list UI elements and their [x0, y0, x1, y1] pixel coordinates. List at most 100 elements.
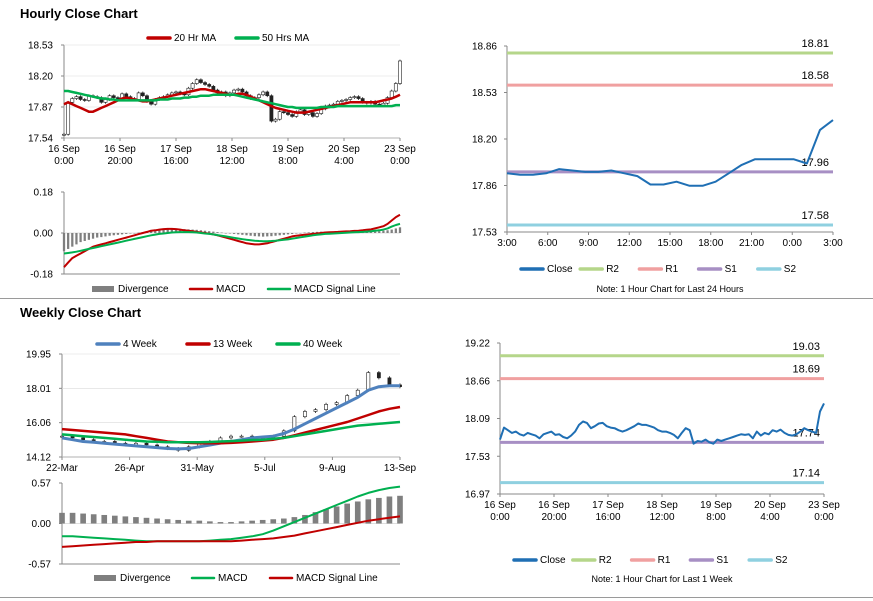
weekly-macd-divergence-bar	[111, 515, 118, 524]
hourly-price-xtick-label: 19 Sep	[272, 144, 304, 155]
hourly-price-candle-body	[310, 112, 315, 117]
weekly-levels-xtick-label: 16 Sep	[538, 500, 570, 511]
hourly-levels-ytick-label: 17.53	[472, 228, 497, 239]
weekly-price-legend-ma13-label: 13 Week	[213, 339, 253, 350]
hourly-levels-xtick-label: 6:00	[538, 238, 558, 249]
hourly-price-xtick-label: 8:00	[278, 156, 298, 167]
hourly-macd-divergence-bar	[261, 233, 265, 237]
hourly-macd-divergence-bar	[125, 233, 128, 234]
hourly-price-candle-body	[261, 91, 266, 96]
hourly-macd-divergence-bar	[253, 233, 256, 237]
weekly-levels-legend-r2-label: R2	[599, 555, 612, 566]
hourly-macd-divergence-bar	[174, 228, 178, 233]
hourly-price-candle-body	[286, 112, 290, 115]
hourly-macd-divergence-bar	[315, 231, 319, 233]
hourly-price-candle-body	[273, 118, 278, 122]
hourly-macd-divergence-bar	[91, 233, 95, 239]
section-divider	[0, 298, 873, 299]
hourly-macd-divergence-bar	[67, 233, 70, 249]
hourly-price-candle-body	[240, 88, 245, 93]
hourly-price-candle-body	[203, 82, 207, 85]
weekly-levels-xtick-label: 18 Sep	[646, 500, 678, 511]
hourly-macd-divergence-bar	[112, 233, 115, 236]
hourly-price-legend-ma20-label: 20 Hr MA	[174, 33, 217, 44]
weekly-macd-divergence-bar	[376, 497, 382, 524]
hourly-macd-divergence-bar	[257, 233, 261, 237]
weekly-macd-divergence-bar	[122, 516, 129, 524]
hourly-price-candle-body	[70, 98, 75, 103]
hourly-price-candle-body	[290, 114, 295, 117]
weekly-levels-ytick-label: 17.53	[465, 452, 490, 463]
weekly-levels-xtick-label: 23 Sep	[808, 500, 840, 511]
hourly-price-candle-body	[236, 88, 241, 91]
hourly-macd-divergence-bar	[133, 233, 136, 234]
weekly-price-xtick-label: 13-Sep	[384, 463, 417, 474]
hourly-macd-divergence-bar	[179, 228, 182, 233]
hourly-macd-divergence-bar	[390, 229, 393, 233]
hourly-macd-signal-line	[63, 222, 401, 255]
weekly-levels-note: Note: 1 Hour Chart for Last 1 Week	[592, 574, 733, 584]
weekly-macd-divergence-bar	[143, 517, 150, 524]
weekly-levels-level-r1-label: 18.69	[792, 364, 820, 376]
hourly-price-candle-body	[257, 94, 261, 98]
weekly-macd-divergence-bar	[280, 518, 287, 524]
weekly-macd-ytick-label: 0.57	[32, 479, 52, 490]
hourly-price-ytick-label: 18.53	[28, 41, 53, 52]
weekly-levels-legend-r1-label: R1	[658, 555, 671, 566]
hourly-macd-ytick-label: 0.00	[34, 229, 54, 240]
hourly-macd-legend-divergence-label: Divergence	[118, 284, 169, 295]
hourly-price-candle-body	[315, 113, 319, 117]
weekly-macd-ytick-label: 0.00	[32, 519, 52, 530]
hourly-macd-ytick-label: 0.18	[34, 188, 54, 199]
hourly-macd-macd-line	[63, 213, 401, 268]
hourly-levels-xtick-label: 21:00	[739, 238, 764, 249]
weekly-price-candle-body	[376, 372, 381, 379]
hourly-levels-legend-close-label: Close	[547, 264, 573, 275]
weekly-macd-divergence-bar	[175, 519, 182, 524]
hourly-price-candle-body	[340, 100, 344, 102]
weekly-macd-ytick-label: -0.57	[28, 560, 51, 571]
weekly-macd-divergence-bar	[386, 496, 393, 524]
hourly-macd-divergence-bar	[303, 232, 306, 234]
hourly-macd-legend-divergence-swatch	[92, 286, 114, 292]
weekly-price-candle-body	[144, 442, 149, 446]
hourly-macd-divergence-bar	[228, 233, 232, 234]
hourly-price-xtick-label: 20:00	[107, 156, 132, 167]
hourly-price-candle-body	[232, 89, 236, 94]
hourly-macd-legend-signal-label: MACD Signal Line	[294, 284, 376, 295]
weekly-macd-legend-macd-label: MACD	[218, 573, 247, 584]
hourly-price-candle-body	[124, 93, 129, 97]
hourly-macd-ytick-label: -0.18	[30, 270, 53, 281]
hourly-price-candle-body	[265, 91, 270, 97]
hourly-price-xtick-label: 17 Sep	[160, 144, 192, 155]
weekly-price-candle-body	[303, 411, 307, 418]
hourly-price-candle-body	[82, 99, 87, 101]
hourly-levels-close-line	[506, 119, 834, 187]
hourly-macd-divergence-bar	[170, 229, 173, 233]
hourly-macd-divergence-bar	[129, 233, 132, 234]
hourly-price-xtick-label: 12:00	[219, 156, 244, 167]
hourly-price-xtick-label: 16 Sep	[104, 144, 136, 155]
weekly-price-ytick-label: 14.12	[26, 453, 51, 464]
hourly-price-candle-body	[389, 90, 394, 98]
hourly-macd-divergence-bar	[282, 233, 285, 235]
weekly-macd-legend-divergence-swatch	[94, 575, 116, 581]
weekly-macd-divergence-bar	[312, 512, 319, 524]
hourly-macd-divergence-bar	[212, 231, 215, 233]
weekly-price-candle-body	[313, 409, 318, 412]
weekly-macd-divergence-bar	[196, 520, 203, 524]
hourly-price-candle-body	[174, 91, 178, 94]
hourly-macd-divergence-bar	[83, 233, 86, 241]
hourly-price-candle-body	[393, 83, 398, 92]
weekly-price-legend-ma40-label: 40 Week	[303, 339, 343, 350]
weekly-macd-divergence-bar	[238, 521, 245, 524]
hourly-macd-divergence-bar	[104, 233, 107, 237]
hourly-price-candle-body	[74, 96, 79, 99]
hourly-price-candle-body	[136, 92, 141, 100]
hourly-macd-divergence-bar	[394, 228, 397, 233]
hourly-levels-ytick-label: 18.20	[472, 135, 497, 146]
hourly-price-ytick-label: 17.54	[28, 134, 53, 145]
hourly-price-candle-body	[277, 111, 282, 120]
weekly-price-candle-body	[81, 437, 86, 440]
weekly-macd-divergence-bar	[69, 512, 76, 524]
